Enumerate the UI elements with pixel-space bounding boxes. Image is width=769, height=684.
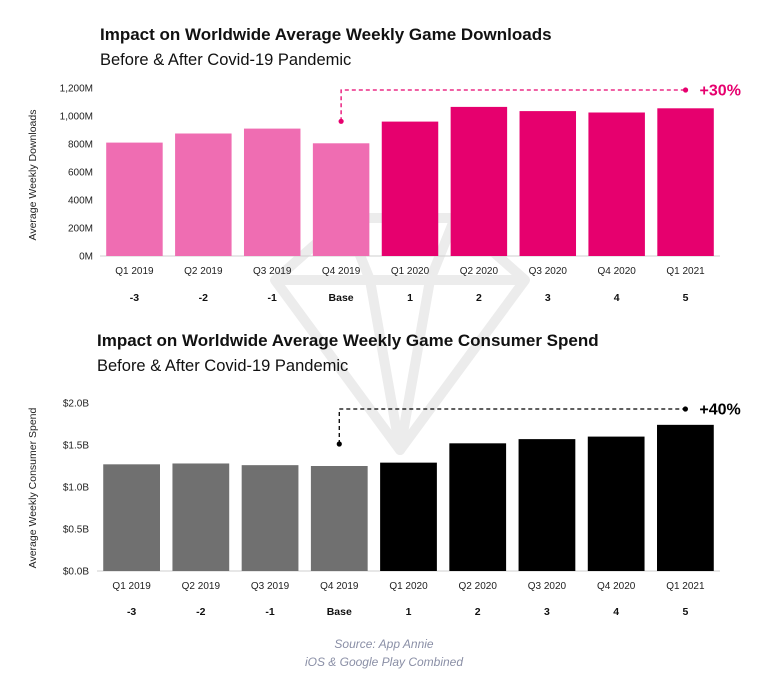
chart1-index-label: Base: [329, 292, 354, 304]
chart1-bracket-start-dot: [338, 118, 344, 124]
chart2-bracket-line: [338, 408, 686, 444]
chart1-bar: [312, 143, 370, 256]
chart1-bracket-line: [340, 89, 686, 122]
chart1-index-label: -1: [268, 292, 277, 304]
chart1-bar: [657, 108, 714, 256]
chart1-index-labels: -3 -2 -1 Base 1 2 3 4 5: [130, 292, 689, 304]
chart1-growth-label: +30%: [700, 83, 741, 100]
chart2-bar: [587, 436, 645, 571]
chart2-bracket-start-dot: [336, 441, 342, 447]
chart2-x-ticks: Q1 2019 Q2 2019 Q3 2019 Q4 2019 Q1 2020 Q2 20…: [112, 581, 705, 592]
chart1-bars: [106, 106, 714, 257]
chart2-subtitle: Before & After Covid-19 Pandemic: [97, 357, 348, 375]
source-line: Source: App Annie: [334, 637, 434, 651]
chart2-x-tick-label: Q1 2020: [389, 581, 428, 592]
chart2-y-tick-label: $0.5B: [63, 525, 89, 536]
chart2-index-label: 3: [544, 606, 550, 618]
chart2-x-tick-label: Q3 2019: [251, 581, 290, 592]
chart2-title: Impact on Worldwide Average Weekly Game …: [97, 331, 599, 350]
chart2-bar: [310, 466, 368, 571]
chart2-bar: [103, 464, 160, 571]
chart2-index-label: -2: [196, 606, 205, 618]
chart2-growth-label: +40%: [699, 402, 740, 419]
chart2-y-tick-label: $1.0B: [63, 483, 89, 494]
chart1-y-tick-label: 800M: [68, 140, 93, 151]
chart1-y-tick-label: 200M: [68, 224, 93, 235]
chart1-y-tick-label: 1,000M: [60, 112, 93, 123]
chart2-bracket-end-dot: [682, 406, 688, 412]
chart1-x-tick-label: Q2 2020: [460, 266, 499, 277]
chart1-y-tick-label: 1,200M: [60, 84, 93, 95]
chart1-bar: [243, 128, 301, 256]
chart2-index-label: 4: [613, 606, 619, 618]
chart2-annotation: +40%: [336, 402, 741, 447]
chart2-y-tick-label: $0.0B: [63, 567, 89, 578]
chart2-bar: [380, 462, 437, 571]
source-note: iOS & Google Play Combined: [305, 655, 463, 669]
chart1-bar: [588, 112, 645, 256]
chart2-y-tick-label: $2.0B: [63, 399, 89, 410]
chart1-subtitle: Before & After Covid-19 Pandemic: [100, 51, 351, 69]
chart1-index-label: 5: [683, 292, 689, 304]
chart1-y-axis-label: Average Weekly Downloads: [27, 110, 39, 241]
chart1-x-tick-label: Q3 2020: [529, 266, 568, 277]
chart2-y-tick-label: $1.5B: [63, 441, 89, 452]
chart1-index-label: 1: [407, 292, 413, 304]
chart1-bar: [106, 142, 163, 256]
chart1-y-tick-label: 400M: [68, 196, 93, 207]
chart2-index-label: 1: [406, 606, 412, 618]
chart2-index-label: 5: [682, 606, 688, 618]
chart1-bar: [519, 111, 577, 256]
chart2-y-ticks: $0.0B $0.5B $1.0B $1.5B $2.0B: [63, 399, 89, 578]
chart1-x-tick-label: Q1 2020: [391, 266, 430, 277]
chart1-bar: [450, 106, 508, 257]
chart1-bracket-end-dot: [682, 87, 689, 93]
chart1-y-ticks: 0M 200M 400M 600M 800M 1,000M 1,200M: [60, 84, 93, 263]
chart2-index-label: Base: [327, 606, 352, 618]
chart1-index-label: 2: [476, 292, 482, 304]
chart1-y-tick-label: 0M: [79, 252, 93, 263]
chart2-y-axis-label: Average Weekly Consumer Spend: [27, 407, 39, 568]
chart1-index-label: 4: [614, 292, 620, 304]
chart2-bar: [518, 439, 576, 571]
chart2-index-label: 2: [475, 606, 481, 618]
chart2-index-label: -1: [265, 606, 274, 618]
chart1-title: Impact on Worldwide Average Weekly Game …: [100, 25, 552, 44]
chart1-bar: [175, 133, 232, 256]
chart1-annotation: +30%: [338, 83, 741, 124]
chart1-index-label: 3: [545, 292, 551, 304]
consumer-spend-chart: Average Weekly Consumer Spend $0.0B $0.5B…: [27, 399, 741, 619]
chart1-x-tick-label: Q1 2019: [115, 266, 154, 277]
chart1-bar: [381, 121, 439, 256]
chart2-x-tick-label: Q1 2019: [112, 581, 151, 592]
chart1-index-label: -2: [199, 292, 208, 304]
chart2-bar: [172, 463, 230, 571]
chart1-x-tick-label: Q4 2019: [322, 266, 361, 277]
chart2-x-tick-label: Q2 2019: [182, 581, 221, 592]
chart2-bar: [241, 465, 299, 571]
chart2-index-labels: -3 -2 -1 Base 1 2 3 4 5: [127, 606, 689, 618]
chart1-y-tick-label: 600M: [68, 168, 93, 179]
chart2-x-tick-label: Q2 2020: [459, 581, 498, 592]
chart2-bars: [103, 424, 714, 571]
chart2-x-tick-label: Q1 2021: [666, 581, 705, 592]
downloads-chart: Average Weekly Downloads 0M 200M 400M 600M 8…: [27, 83, 741, 305]
chart1-x-tick-label: Q4 2020: [597, 266, 636, 277]
chart2-bar: [657, 424, 714, 571]
chart2-x-tick-label: Q4 2019: [320, 581, 359, 592]
chart1-x-ticks: Q1 2019 Q2 2019 Q3 2019 Q4 2019 Q1 2020 Q2 20…: [115, 266, 705, 277]
chart1-index-label: -3: [130, 292, 139, 304]
chart1-x-tick-label: Q1 2021: [666, 266, 705, 277]
chart1-x-tick-label: Q3 2019: [253, 266, 292, 277]
chart2-x-tick-label: Q3 2020: [528, 581, 567, 592]
chart1-x-tick-label: Q2 2019: [184, 266, 223, 277]
chart2-bar: [449, 443, 507, 571]
chart2-x-tick-label: Q4 2020: [597, 581, 636, 592]
chart2-index-label: -3: [127, 606, 136, 618]
